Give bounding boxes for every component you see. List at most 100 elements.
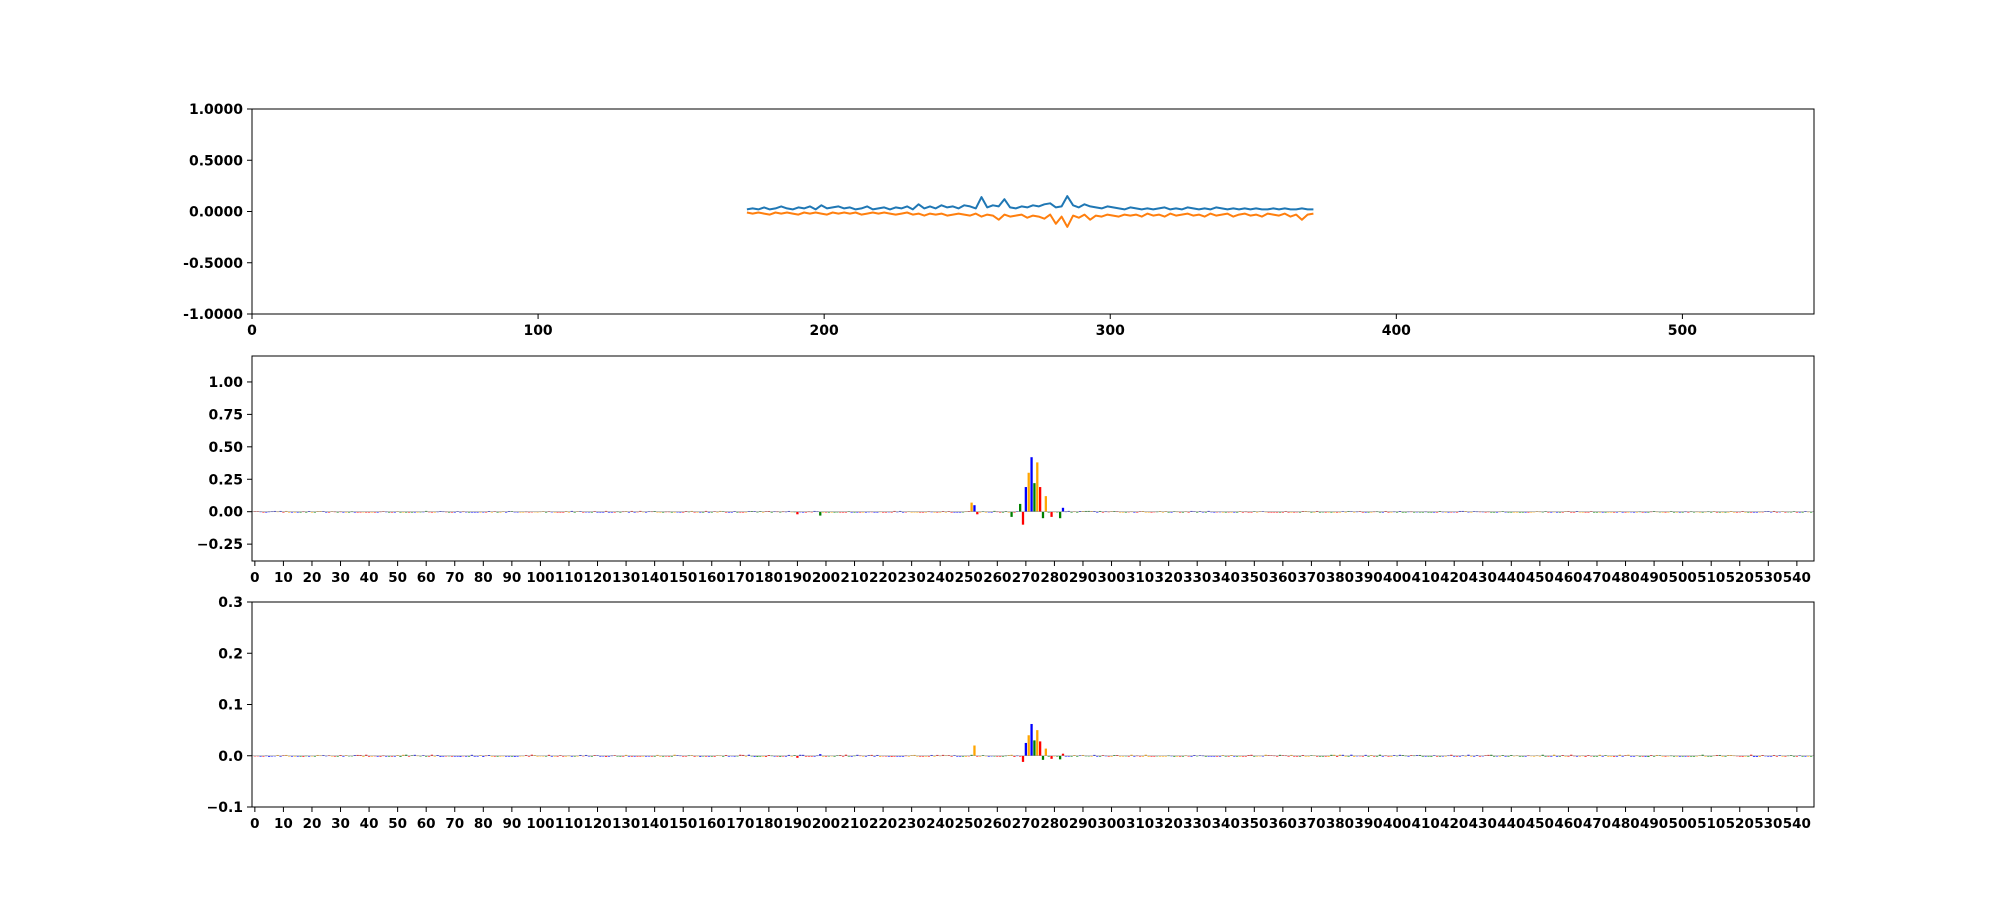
x-tick-label: 450 <box>1526 816 1554 832</box>
base-bar <box>956 511 959 513</box>
base-bar <box>1158 755 1162 757</box>
base-bar <box>1781 755 1784 757</box>
base-bar <box>1518 511 1522 513</box>
base-bar <box>1461 510 1464 512</box>
base-bar <box>1113 755 1116 756</box>
x-tick-label: 400 <box>1382 323 1411 339</box>
base-bar <box>819 754 822 756</box>
base-bar <box>1090 755 1093 757</box>
base-bar <box>1241 755 1245 757</box>
base-bar <box>801 754 805 756</box>
base-bar <box>619 511 622 513</box>
base-bar <box>1007 511 1010 513</box>
base-bar <box>1216 755 1219 757</box>
base-bar <box>267 755 271 757</box>
base-bar <box>499 755 502 757</box>
base-bar <box>1515 511 1519 513</box>
base-bar <box>1367 511 1370 513</box>
base-bar <box>1021 755 1025 762</box>
x-tick-label: 530 <box>1754 570 1782 586</box>
base-bar <box>387 511 391 513</box>
scaled-attribution-panel-ticks: −0.1 0.0 0.1 0.2 0.3 0 10 20 30 40 50 60 70 80 90 100 11… <box>206 595 1810 832</box>
base-bar <box>776 755 779 757</box>
base-bar <box>1493 755 1496 757</box>
base-bar <box>841 511 845 513</box>
base-bar <box>1490 511 1493 513</box>
base-bar <box>724 511 728 513</box>
base-bar <box>1224 511 1227 513</box>
base-bar <box>1087 510 1090 512</box>
base-bar <box>1141 755 1145 757</box>
base-bar <box>1318 755 1322 757</box>
base-bar <box>821 755 825 757</box>
base-bar <box>470 754 474 756</box>
base-bar <box>1801 755 1804 757</box>
x-tick-label: 260 <box>983 570 1011 586</box>
base-bar <box>1024 742 1027 756</box>
x-tick-label: 290 <box>1069 816 1097 832</box>
base-bar <box>613 511 616 513</box>
base-bar <box>516 511 519 513</box>
base-bar <box>1784 755 1787 757</box>
y-tick-label: 0.00 <box>208 505 243 521</box>
base-bar <box>1810 511 1813 513</box>
base-bar <box>342 755 345 757</box>
x-tick-label: 180 <box>755 816 783 832</box>
y-tick-label: 0.25 <box>208 472 243 488</box>
base-bar <box>727 755 731 757</box>
x-tick-label: 470 <box>1583 816 1611 832</box>
base-bar <box>456 755 459 757</box>
base-bar <box>1735 511 1739 513</box>
x-tick-label: 10 <box>274 570 293 586</box>
base-bar <box>1718 511 1721 513</box>
base-bar <box>367 755 371 757</box>
base-bar <box>1621 755 1624 757</box>
base-bar <box>1044 496 1047 512</box>
base-bar <box>1450 754 1453 756</box>
base-bar <box>1030 457 1033 512</box>
base-bar <box>627 511 631 513</box>
line-panel-ticks: -1.0000 -0.5000 0.0000 0.5000 1.0000 0 100 200 3… <box>183 102 1697 339</box>
base-bar <box>727 511 731 513</box>
base-bar <box>927 755 930 757</box>
base-bar <box>276 754 279 756</box>
base-bar <box>682 511 685 513</box>
base-bar <box>1438 755 1442 757</box>
base-bar <box>839 755 842 756</box>
base-bar <box>1001 755 1005 757</box>
base-bar <box>779 755 782 757</box>
base-bar <box>627 755 631 757</box>
base-bar <box>356 511 359 513</box>
base-bar <box>376 755 379 757</box>
base-bar <box>1801 511 1804 513</box>
base-bar <box>1401 511 1404 513</box>
x-tick-label: 160 <box>698 570 726 586</box>
base-bar <box>287 511 291 513</box>
base-bar <box>604 755 608 757</box>
base-bar <box>650 755 653 757</box>
base-bar <box>861 511 865 513</box>
base-bar <box>1190 755 1193 757</box>
base-bar <box>1150 511 1153 513</box>
base-bar <box>901 511 905 513</box>
base-bar <box>1627 511 1630 513</box>
base-bar <box>730 511 733 513</box>
x-tick-label: 20 <box>303 816 322 832</box>
base-bar <box>1644 755 1647 757</box>
x-tick-label: 100 <box>523 323 552 339</box>
base-bar <box>824 755 828 757</box>
base-bar <box>787 754 790 756</box>
base-bar <box>1584 511 1587 513</box>
base-bar <box>345 511 348 513</box>
base-bar <box>1758 755 1761 757</box>
base-bar <box>762 511 765 513</box>
base-bar <box>1541 754 1544 756</box>
base-bar <box>1510 754 1513 756</box>
base-bar <box>544 511 548 513</box>
base-bar <box>1510 511 1513 513</box>
base-bar <box>933 755 936 757</box>
base-bar <box>1213 511 1216 513</box>
base-bar <box>290 511 294 513</box>
base-bar <box>416 511 419 513</box>
base-bar <box>1370 755 1373 756</box>
